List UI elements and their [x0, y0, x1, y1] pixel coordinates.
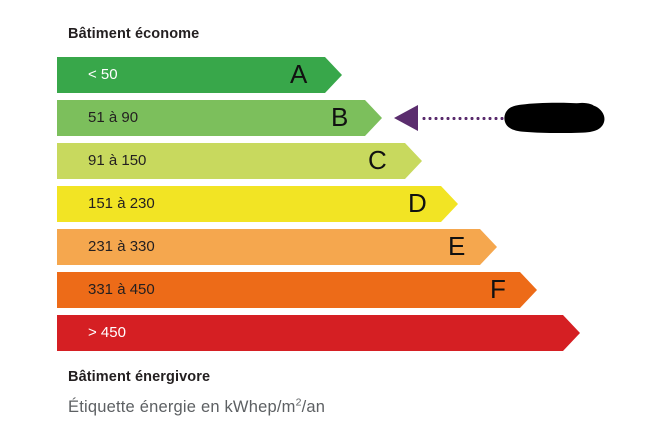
energy-bar-letter: C: [368, 145, 387, 175]
scale-top-caption: Bâtiment économe: [68, 26, 200, 42]
energy-bar-range-label: 91 à 150: [88, 152, 147, 169]
energy-bar-shape: [57, 57, 342, 93]
legend-prefix: Étiquette énergie en kWhep/m: [68, 398, 296, 416]
energy-bar-shape: [57, 315, 580, 351]
energy-bar-range-label: 231 à 330: [88, 238, 155, 255]
energy-bar-range-label: 331 à 450: [88, 281, 155, 298]
energy-bar-b: 51 à 90 B: [57, 100, 382, 136]
scale-bottom-caption: Bâtiment énergivore: [68, 369, 211, 385]
energy-bar-letter: A: [290, 59, 308, 89]
annotation-dotted-connector: [421, 117, 509, 120]
energy-bar-letter: D: [408, 188, 427, 218]
energy-bar-shape: [57, 143, 422, 179]
selected-class-arrow-icon: [394, 105, 418, 131]
energy-bar-range-label: 51 à 90: [88, 109, 139, 126]
energy-bar-letter: F: [490, 274, 506, 304]
energy-bar-shape: [57, 100, 382, 136]
energy-bar-shape: [57, 229, 497, 265]
energy-bar-range-label: < 50: [88, 66, 118, 83]
energy-bar-g: > 450: [57, 315, 580, 351]
energy-bar-range-label: 151 à 230: [88, 195, 155, 212]
redacted-value-blob: [504, 102, 605, 133]
energy-bar-f: 331 à 450 F: [57, 272, 537, 308]
energy-bar-d: 151 à 230 D: [57, 186, 458, 222]
legend-suffix: /an: [301, 398, 326, 416]
energy-bar-shape: [57, 272, 537, 308]
energy-bar-a: < 50 A: [57, 57, 342, 93]
energy-bar-e: 231 à 330 E: [57, 229, 497, 265]
legend-exponent: 2: [295, 396, 302, 409]
energy-bar-shape: [57, 186, 458, 222]
energy-bar-range-label: > 450: [88, 324, 126, 341]
energy-bar-letter: B: [331, 102, 349, 132]
energy-bar-c: 91 à 150 C: [57, 143, 422, 179]
energy-bar-letter: E: [448, 231, 466, 261]
energy-unit-legend: Étiquette énergie en kWhep/m2/an: [68, 396, 326, 417]
